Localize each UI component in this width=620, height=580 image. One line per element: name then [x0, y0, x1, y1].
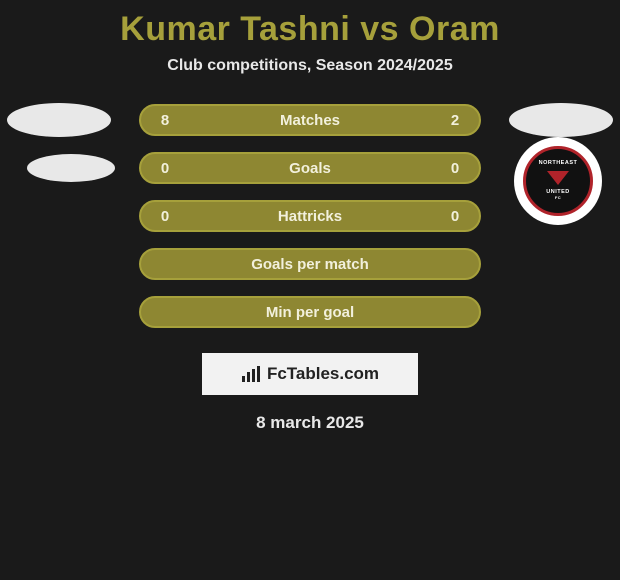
club-badge-chevron-icon [547, 171, 569, 185]
subtitle: Club competitions, Season 2024/2025 [0, 57, 620, 75]
club-badge-text-bottom: UNITED [546, 190, 569, 196]
page-title: Kumar Tashni vs Oram [0, 10, 620, 49]
stat-bar: Min per goal [139, 296, 481, 328]
spacer [7, 199, 111, 233]
stat-row-gpm: Goals per match [0, 247, 620, 281]
stat-label: Goals per match [251, 256, 369, 273]
stat-value-right: 2 [445, 112, 465, 129]
stat-label: Goals [289, 160, 331, 177]
stat-value-right: 0 [445, 208, 465, 225]
player1-badge-placeholder-2 [27, 154, 115, 182]
comparison-card: Kumar Tashni vs Oram Club competitions, … [0, 0, 620, 433]
club-badge-text-top: NORTHEAST [539, 161, 578, 167]
spacer [509, 295, 613, 329]
player2-badge-placeholder [509, 103, 613, 137]
club-badge-northeast-united: NORTHEAST UNITED FC [514, 137, 602, 225]
stat-bar: 0 Goals 0 [139, 152, 481, 184]
fctables-text: FcTables.com [267, 364, 379, 384]
bar-chart-icon [241, 366, 261, 382]
stat-label: Min per goal [266, 304, 354, 321]
spacer [7, 247, 111, 281]
stat-bar: 8 Matches 2 [139, 104, 481, 136]
stat-label: Hattricks [278, 208, 342, 225]
stat-value-left: 8 [155, 112, 175, 129]
stat-row-mpg: Min per goal [0, 295, 620, 329]
stat-label: Matches [280, 112, 340, 129]
spacer [509, 247, 613, 281]
stat-value-left: 0 [155, 160, 175, 177]
spacer [7, 295, 111, 329]
stat-value-right: 0 [445, 160, 465, 177]
stat-bar: 0 Hattricks 0 [139, 200, 481, 232]
stat-row-matches: 8 Matches 2 [0, 103, 620, 137]
stat-value-left: 0 [155, 208, 175, 225]
club-badge-text-small: FC [555, 196, 561, 200]
date-text: 8 march 2025 [0, 413, 620, 433]
fctables-branding: FcTables.com [202, 353, 418, 395]
stat-bar: Goals per match [139, 248, 481, 280]
player1-badge-placeholder [7, 103, 111, 137]
